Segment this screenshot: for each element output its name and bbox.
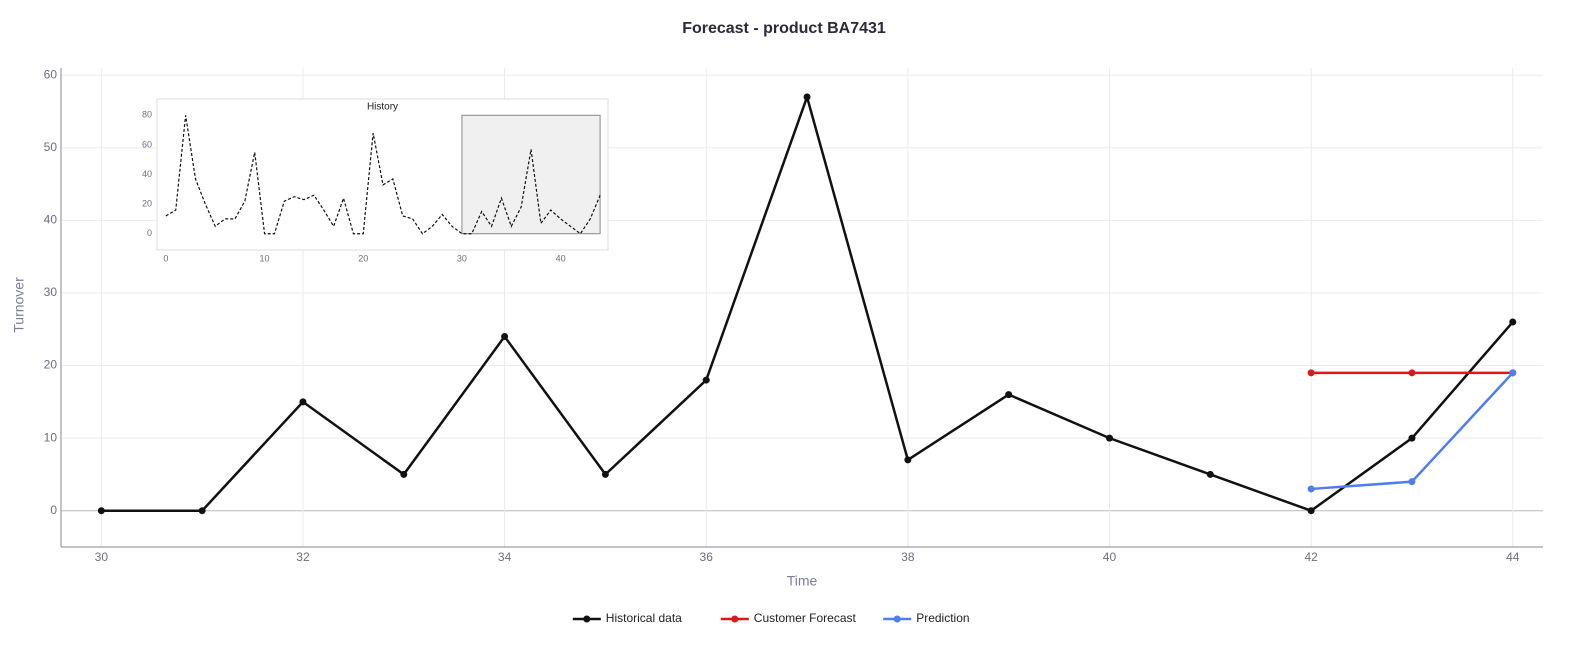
data-point: [198, 507, 206, 515]
legend-label: Prediction: [916, 611, 969, 625]
y-tick-label: 0: [50, 503, 57, 517]
y-tick-label: 50: [44, 140, 58, 154]
y-tick-label: 30: [44, 285, 58, 299]
x-tick-label: 38: [901, 550, 915, 564]
data-point: [1408, 434, 1416, 442]
data-point: [1307, 507, 1315, 515]
y-tick-label: 60: [44, 67, 58, 81]
legend-label: Historical data: [606, 611, 682, 625]
data-point: [299, 398, 307, 406]
y-axis-label: Turnover: [11, 277, 27, 333]
x-tick-label: 44: [1506, 550, 1520, 564]
data-point: [1307, 369, 1315, 377]
data-point: [1408, 369, 1416, 377]
legend-item: Historical data: [572, 611, 682, 625]
x-tick-label: 40: [556, 253, 566, 263]
x-tick-label: 32: [296, 550, 310, 564]
data-point: [1509, 318, 1517, 326]
x-axis-label: Time: [787, 573, 818, 589]
x-tick-label: 34: [498, 550, 512, 564]
legend-marker: [583, 615, 591, 623]
legend-marker: [731, 615, 739, 623]
x-tick-label: 36: [700, 550, 714, 564]
y-tick-label: 20: [142, 198, 152, 208]
x-tick-label: 40: [1103, 550, 1117, 564]
inset-title: History: [367, 102, 398, 113]
series-line: [165, 115, 601, 235]
legend-marker: [893, 615, 901, 623]
x-tick-label: 30: [95, 550, 109, 564]
data-point: [501, 333, 509, 341]
data-point: [1005, 391, 1013, 399]
data-point: [601, 470, 609, 478]
y-tick-label: 20: [44, 358, 58, 372]
x-tick-label: 0: [163, 253, 168, 263]
y-tick-label: 10: [44, 430, 58, 444]
series-line: [1311, 371, 1514, 491]
data-point: [1509, 369, 1517, 377]
x-tick-label: 42: [1304, 550, 1318, 564]
x-tick-label: 10: [260, 253, 270, 263]
y-tick-label: 60: [142, 139, 152, 149]
y-tick-label: 40: [142, 169, 152, 179]
highlight-region: [461, 114, 601, 235]
chart-title: Forecast - product BA7431: [682, 20, 886, 37]
data-point: [1105, 434, 1113, 442]
data-point: [904, 456, 912, 464]
data-point: [1408, 478, 1416, 486]
data-point: [803, 93, 811, 101]
legend-item: Customer Forecast: [720, 611, 857, 625]
legend-item: Prediction: [883, 611, 970, 625]
data-point: [400, 470, 408, 478]
legend-label: Customer Forecast: [754, 611, 857, 625]
data-point: [1206, 470, 1214, 478]
y-tick-label: 40: [44, 213, 58, 227]
x-tick-label: 20: [358, 253, 368, 263]
y-tick-label: 0: [147, 228, 152, 238]
data-point: [1307, 485, 1315, 493]
y-tick-label: 80: [142, 110, 152, 120]
data-point: [97, 507, 105, 515]
x-tick-label: 30: [457, 253, 467, 263]
data-point: [702, 376, 710, 384]
